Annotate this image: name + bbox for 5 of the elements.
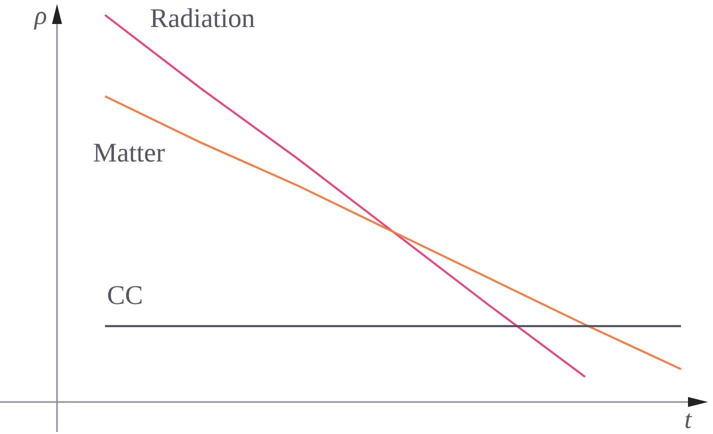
series-label: Matter [93,137,165,168]
series-label: CC [107,280,144,310]
series-label: Radiation [150,3,256,33]
x-axis-title: t [684,405,692,434]
y-axis-title: ρ [34,1,47,30]
